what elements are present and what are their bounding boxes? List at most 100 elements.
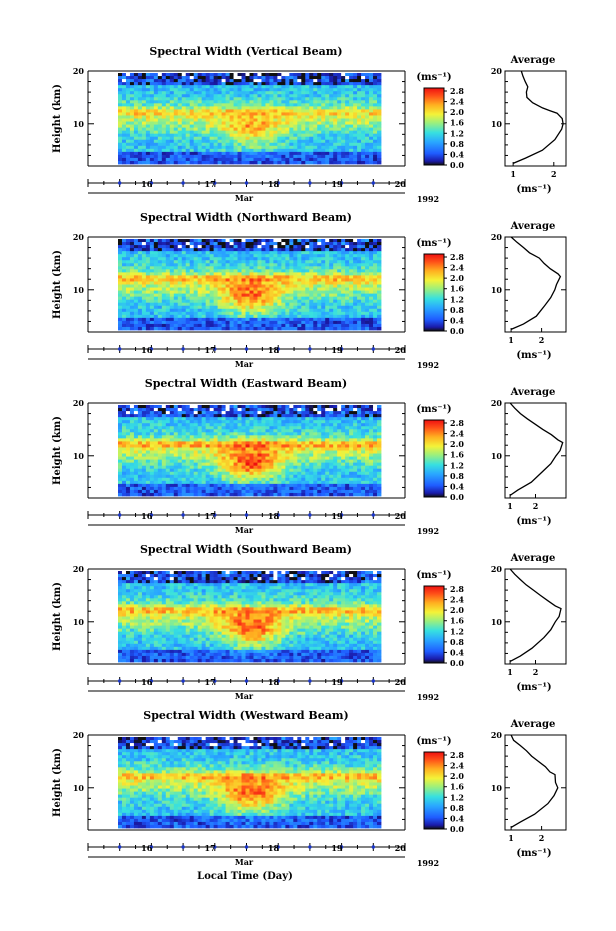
time-marker (276, 181, 280, 185)
time-marker (149, 679, 154, 683)
time-marker (181, 845, 185, 849)
time-marker (213, 181, 217, 185)
day-tick-label: 16 (141, 345, 153, 355)
year-label: 1992 (417, 526, 439, 536)
profile-title: Average (510, 221, 556, 232)
day-tick-label: 16 (141, 179, 153, 189)
profile-x-tick-label: 1 (508, 833, 514, 843)
colorbar-tick-label: 0.0 (450, 824, 464, 834)
profile-x-tick-label: 1 (507, 501, 513, 511)
y-axis-label: Height (km) (52, 582, 63, 651)
heatmap-cells (118, 405, 382, 497)
day-tick-label: 17 (205, 179, 216, 189)
time-marker (308, 513, 312, 517)
profile-unit: (ms⁻¹) (516, 848, 551, 859)
time-marker (181, 347, 185, 351)
time-marker (118, 181, 122, 185)
time-marker (371, 845, 375, 849)
colorbar-tick-label: 1.6 (450, 616, 464, 626)
panel-4: Spectral Width (Westward Beam) 10 20 Height… (52, 709, 567, 868)
profile-title: Average (510, 55, 556, 66)
year-label: 1992 (417, 360, 439, 370)
colorbar-unit: (ms⁻¹) (416, 72, 451, 83)
colorbar-tick-label: 2.4 (450, 595, 464, 605)
time-marker (244, 845, 249, 849)
profile-frame (504, 236, 567, 333)
profile-y-tick-label: 10 (491, 119, 503, 129)
year-label: 1992 (417, 692, 439, 702)
month-label: Mar (235, 193, 254, 203)
profile-y-tick-label: 20 (491, 232, 503, 242)
day-tick-label: 20 (395, 843, 407, 853)
time-marker (118, 347, 122, 351)
y-tick-label: 20 (73, 66, 85, 76)
y-tick-label: 20 (73, 730, 85, 740)
day-tick-label: 18 (268, 345, 280, 355)
profile-title: Average (510, 719, 556, 730)
profile-line (510, 734, 559, 828)
y-axis-label: Height (km) (52, 748, 63, 817)
colorbar-tick-label: 2.8 (450, 584, 464, 594)
profile-unit: (ms⁻¹) (516, 682, 551, 693)
month-label: Mar (235, 359, 254, 369)
time-marker (371, 679, 375, 683)
panel-0: Spectral Width (Vertical Beam) 10 20 Height… (52, 45, 567, 204)
profile-y-tick-label: 20 (491, 730, 503, 740)
colorbar (423, 253, 445, 332)
time-marker (276, 679, 280, 683)
colorbar-tick-label: 2.4 (450, 263, 464, 273)
profile-x-tick-label: 2 (533, 501, 539, 511)
panel-title: Spectral Width (Northward Beam) (140, 211, 352, 224)
time-marker (213, 845, 217, 849)
colorbar-tick-label: 1.6 (450, 284, 464, 294)
heatmap-cells (118, 73, 382, 165)
colorbar-unit: (ms⁻¹) (416, 736, 451, 747)
colorbar (423, 751, 445, 830)
time-marker (244, 679, 249, 683)
profile-y-tick-label: 20 (491, 564, 503, 574)
time-marker (371, 513, 375, 517)
colorbar-tick-label: 2.0 (450, 771, 464, 781)
colorbar-tick-label: 0.4 (450, 315, 464, 325)
colorbar-tick-label: 2.8 (450, 418, 464, 428)
profile-x-tick-label: 2 (539, 335, 545, 345)
colorbar (423, 87, 445, 166)
colorbar-tick-label: 2.8 (450, 86, 464, 96)
time-marker (339, 347, 344, 351)
profile-title: Average (510, 553, 556, 564)
profile-frame (504, 734, 567, 831)
time-marker (149, 845, 154, 849)
profile-frame (504, 402, 567, 499)
profile-x-tick-label: 1 (507, 667, 513, 677)
day-tick-label: 20 (395, 677, 407, 687)
time-marker (181, 181, 185, 185)
panel-1: Spectral Width (Northward Beam) 10 20 Heigh… (52, 211, 567, 370)
month-label: Mar (235, 525, 254, 535)
time-marker (213, 679, 217, 683)
y-tick-label: 10 (73, 119, 85, 129)
y-tick-label: 20 (73, 398, 85, 408)
colorbar-tick-label: 2.0 (450, 273, 464, 283)
colorbar-tick-label: 1.2 (450, 294, 464, 304)
y-axis-label: Height (km) (52, 416, 63, 485)
time-marker (308, 347, 312, 351)
day-tick-label: 16 (141, 677, 153, 687)
time-marker (308, 845, 312, 849)
colorbar-tick-label: 2.8 (450, 252, 464, 262)
profile-x-tick-label: 2 (551, 169, 557, 179)
time-marker (244, 513, 249, 517)
y-tick-label: 10 (73, 285, 85, 295)
day-tick-label: 19 (331, 511, 343, 521)
time-marker (339, 845, 344, 849)
profile-line (512, 70, 564, 164)
time-marker (244, 181, 249, 185)
time-marker (149, 181, 154, 185)
colorbar-tick-label: 0.0 (450, 492, 464, 502)
time-marker (276, 513, 280, 517)
profile-unit: (ms⁻¹) (516, 516, 551, 527)
y-axis-label: Height (km) (52, 250, 63, 319)
time-marker (276, 347, 280, 351)
profile-x-tick-label: 1 (508, 335, 514, 345)
colorbar-tick-label: 0.8 (450, 803, 464, 813)
day-tick-label: 18 (268, 677, 280, 687)
